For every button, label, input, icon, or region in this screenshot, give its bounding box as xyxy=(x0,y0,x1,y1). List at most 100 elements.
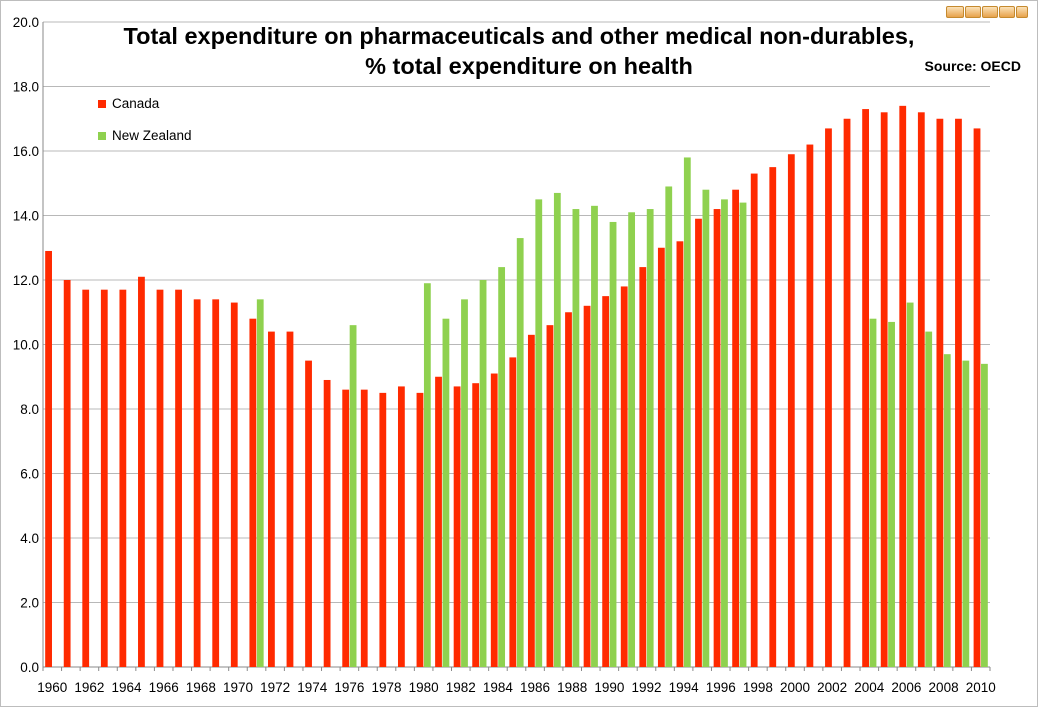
x-tick-label: 1980 xyxy=(409,680,439,695)
y-tick-label: 8.0 xyxy=(20,402,39,417)
bar-canada-1964 xyxy=(119,289,127,667)
bar-new-zealand-1990 xyxy=(609,221,617,667)
bar-canada-2000 xyxy=(787,154,795,668)
legend-item-canada: Canada xyxy=(98,96,159,111)
bar-canada-1972 xyxy=(268,331,275,667)
bar-canada-1986 xyxy=(527,334,535,667)
x-tick-label: 1978 xyxy=(371,680,401,695)
x-tick-label: 1984 xyxy=(483,680,514,695)
bar-new-zealand-1995 xyxy=(702,189,710,667)
bar-new-zealand-1983 xyxy=(479,280,487,667)
bar-new-zealand-1976 xyxy=(349,325,357,667)
x-tick-label: 1982 xyxy=(446,680,476,695)
bar-new-zealand-2005 xyxy=(888,321,895,667)
bar-canada-2004 xyxy=(862,109,870,667)
bar-canada-1968 xyxy=(193,299,201,667)
bar-canada-1965 xyxy=(138,276,145,667)
bar-canada-1983 xyxy=(472,383,480,667)
bar-canada-1980 xyxy=(416,392,424,667)
x-tick-label: 1972 xyxy=(260,680,290,695)
bar-canada-1970 xyxy=(230,302,238,667)
bar-new-zealand-2008 xyxy=(943,354,951,667)
y-tick-label: 14.0 xyxy=(13,209,39,224)
bar-canada-1982 xyxy=(453,386,461,667)
bar-canada-1974 xyxy=(305,360,312,667)
bar-canada-1977 xyxy=(360,389,368,667)
bar-canada-1973 xyxy=(286,331,294,667)
bar-canada-1967 xyxy=(175,289,182,667)
y-tick-label: 2.0 xyxy=(20,596,39,611)
bar-new-zealand-2010 xyxy=(981,363,988,667)
bar-new-zealand-1988 xyxy=(572,209,580,668)
bar-new-zealand-1986 xyxy=(535,199,543,667)
chart-title-line-2: % total expenditure on health xyxy=(365,53,693,79)
chart-title-line-1: Total expenditure on pharmaceuticals and… xyxy=(123,23,915,49)
bar-canada-1989 xyxy=(583,305,591,667)
x-tick-label: 2004 xyxy=(854,680,885,695)
bar-canada-1995 xyxy=(695,218,702,667)
x-tick-label: 1988 xyxy=(557,680,587,695)
bar-canada-1999 xyxy=(769,167,777,667)
x-tick-label: 2000 xyxy=(780,680,810,695)
x-tick-label: 1986 xyxy=(520,680,550,695)
bar-canada-1966 xyxy=(156,289,164,667)
source-annotation: Source: OECD xyxy=(924,58,1021,74)
legend-label-canada: Canada xyxy=(112,96,160,111)
x-tick-label: 1998 xyxy=(743,680,773,695)
legend-swatch-new-zealand xyxy=(98,131,106,140)
bar-canada-2009 xyxy=(955,118,962,667)
bar-new-zealand-1984 xyxy=(498,267,506,667)
x-tick-label: 1996 xyxy=(706,680,736,695)
legend-item-new-zealand: New Zealand xyxy=(98,128,192,143)
bar-canada-1979 xyxy=(397,386,405,667)
bar-canada-1992 xyxy=(639,267,647,667)
x-tick-label: 1962 xyxy=(74,680,104,695)
bar-new-zealand-1985 xyxy=(516,238,524,667)
bar-new-zealand-1993 xyxy=(665,186,673,667)
x-tick-label: 1994 xyxy=(669,680,700,695)
bar-canada-2002 xyxy=(825,128,832,668)
bar-canada-2007 xyxy=(917,112,925,668)
bar-canada-1969 xyxy=(212,299,220,667)
bar-new-zealand-1992 xyxy=(646,209,654,668)
bar-canada-1993 xyxy=(657,247,665,667)
bar-canada-1984 xyxy=(490,373,498,667)
bar-canada-2008 xyxy=(936,118,944,667)
bar-canada-1985 xyxy=(509,357,517,667)
bar-canada-1978 xyxy=(379,392,387,667)
bar-canada-2010 xyxy=(973,128,981,668)
bar-canada-1962 xyxy=(82,289,90,667)
x-tick-label: 1974 xyxy=(297,680,328,695)
y-tick-label: 6.0 xyxy=(20,467,39,482)
x-tick-label: 2008 xyxy=(929,680,959,695)
bar-new-zealand-2004 xyxy=(869,318,877,667)
x-tick-label: 1960 xyxy=(37,680,67,695)
bar-canada-1988 xyxy=(565,312,572,667)
legend-swatch-canada xyxy=(98,99,106,108)
y-tick-label: 16.0 xyxy=(13,144,39,159)
y-tick-label: 12.0 xyxy=(13,273,39,288)
bar-canada-1994 xyxy=(676,241,684,668)
bar-new-zealand-1982 xyxy=(461,299,468,667)
y-tick-label: 20.0 xyxy=(13,15,39,30)
bar-canada-1997 xyxy=(732,189,740,667)
bar-canada-1991 xyxy=(620,286,628,667)
x-tick-label: 1970 xyxy=(223,680,253,695)
bar-canada-1963 xyxy=(100,289,108,667)
bar-new-zealand-2009 xyxy=(962,360,970,667)
bar-canada-1975 xyxy=(323,379,331,667)
y-tick-label: 0.0 xyxy=(20,660,39,675)
bar-canada-1976 xyxy=(342,389,350,667)
x-tick-label: 1990 xyxy=(594,680,624,695)
bar-new-zealand-1989 xyxy=(591,205,598,667)
x-tick-label: 1992 xyxy=(631,680,661,695)
bar-canada-2003 xyxy=(843,118,851,667)
bar-new-zealand-2006 xyxy=(906,302,914,667)
y-tick-label: 18.0 xyxy=(13,80,39,95)
bar-canada-2005 xyxy=(880,112,888,668)
bar-new-zealand-1991 xyxy=(628,212,636,667)
bar-canada-2006 xyxy=(899,105,907,668)
x-tick-label: 1966 xyxy=(149,680,179,695)
bar-new-zealand-1971 xyxy=(256,299,264,667)
